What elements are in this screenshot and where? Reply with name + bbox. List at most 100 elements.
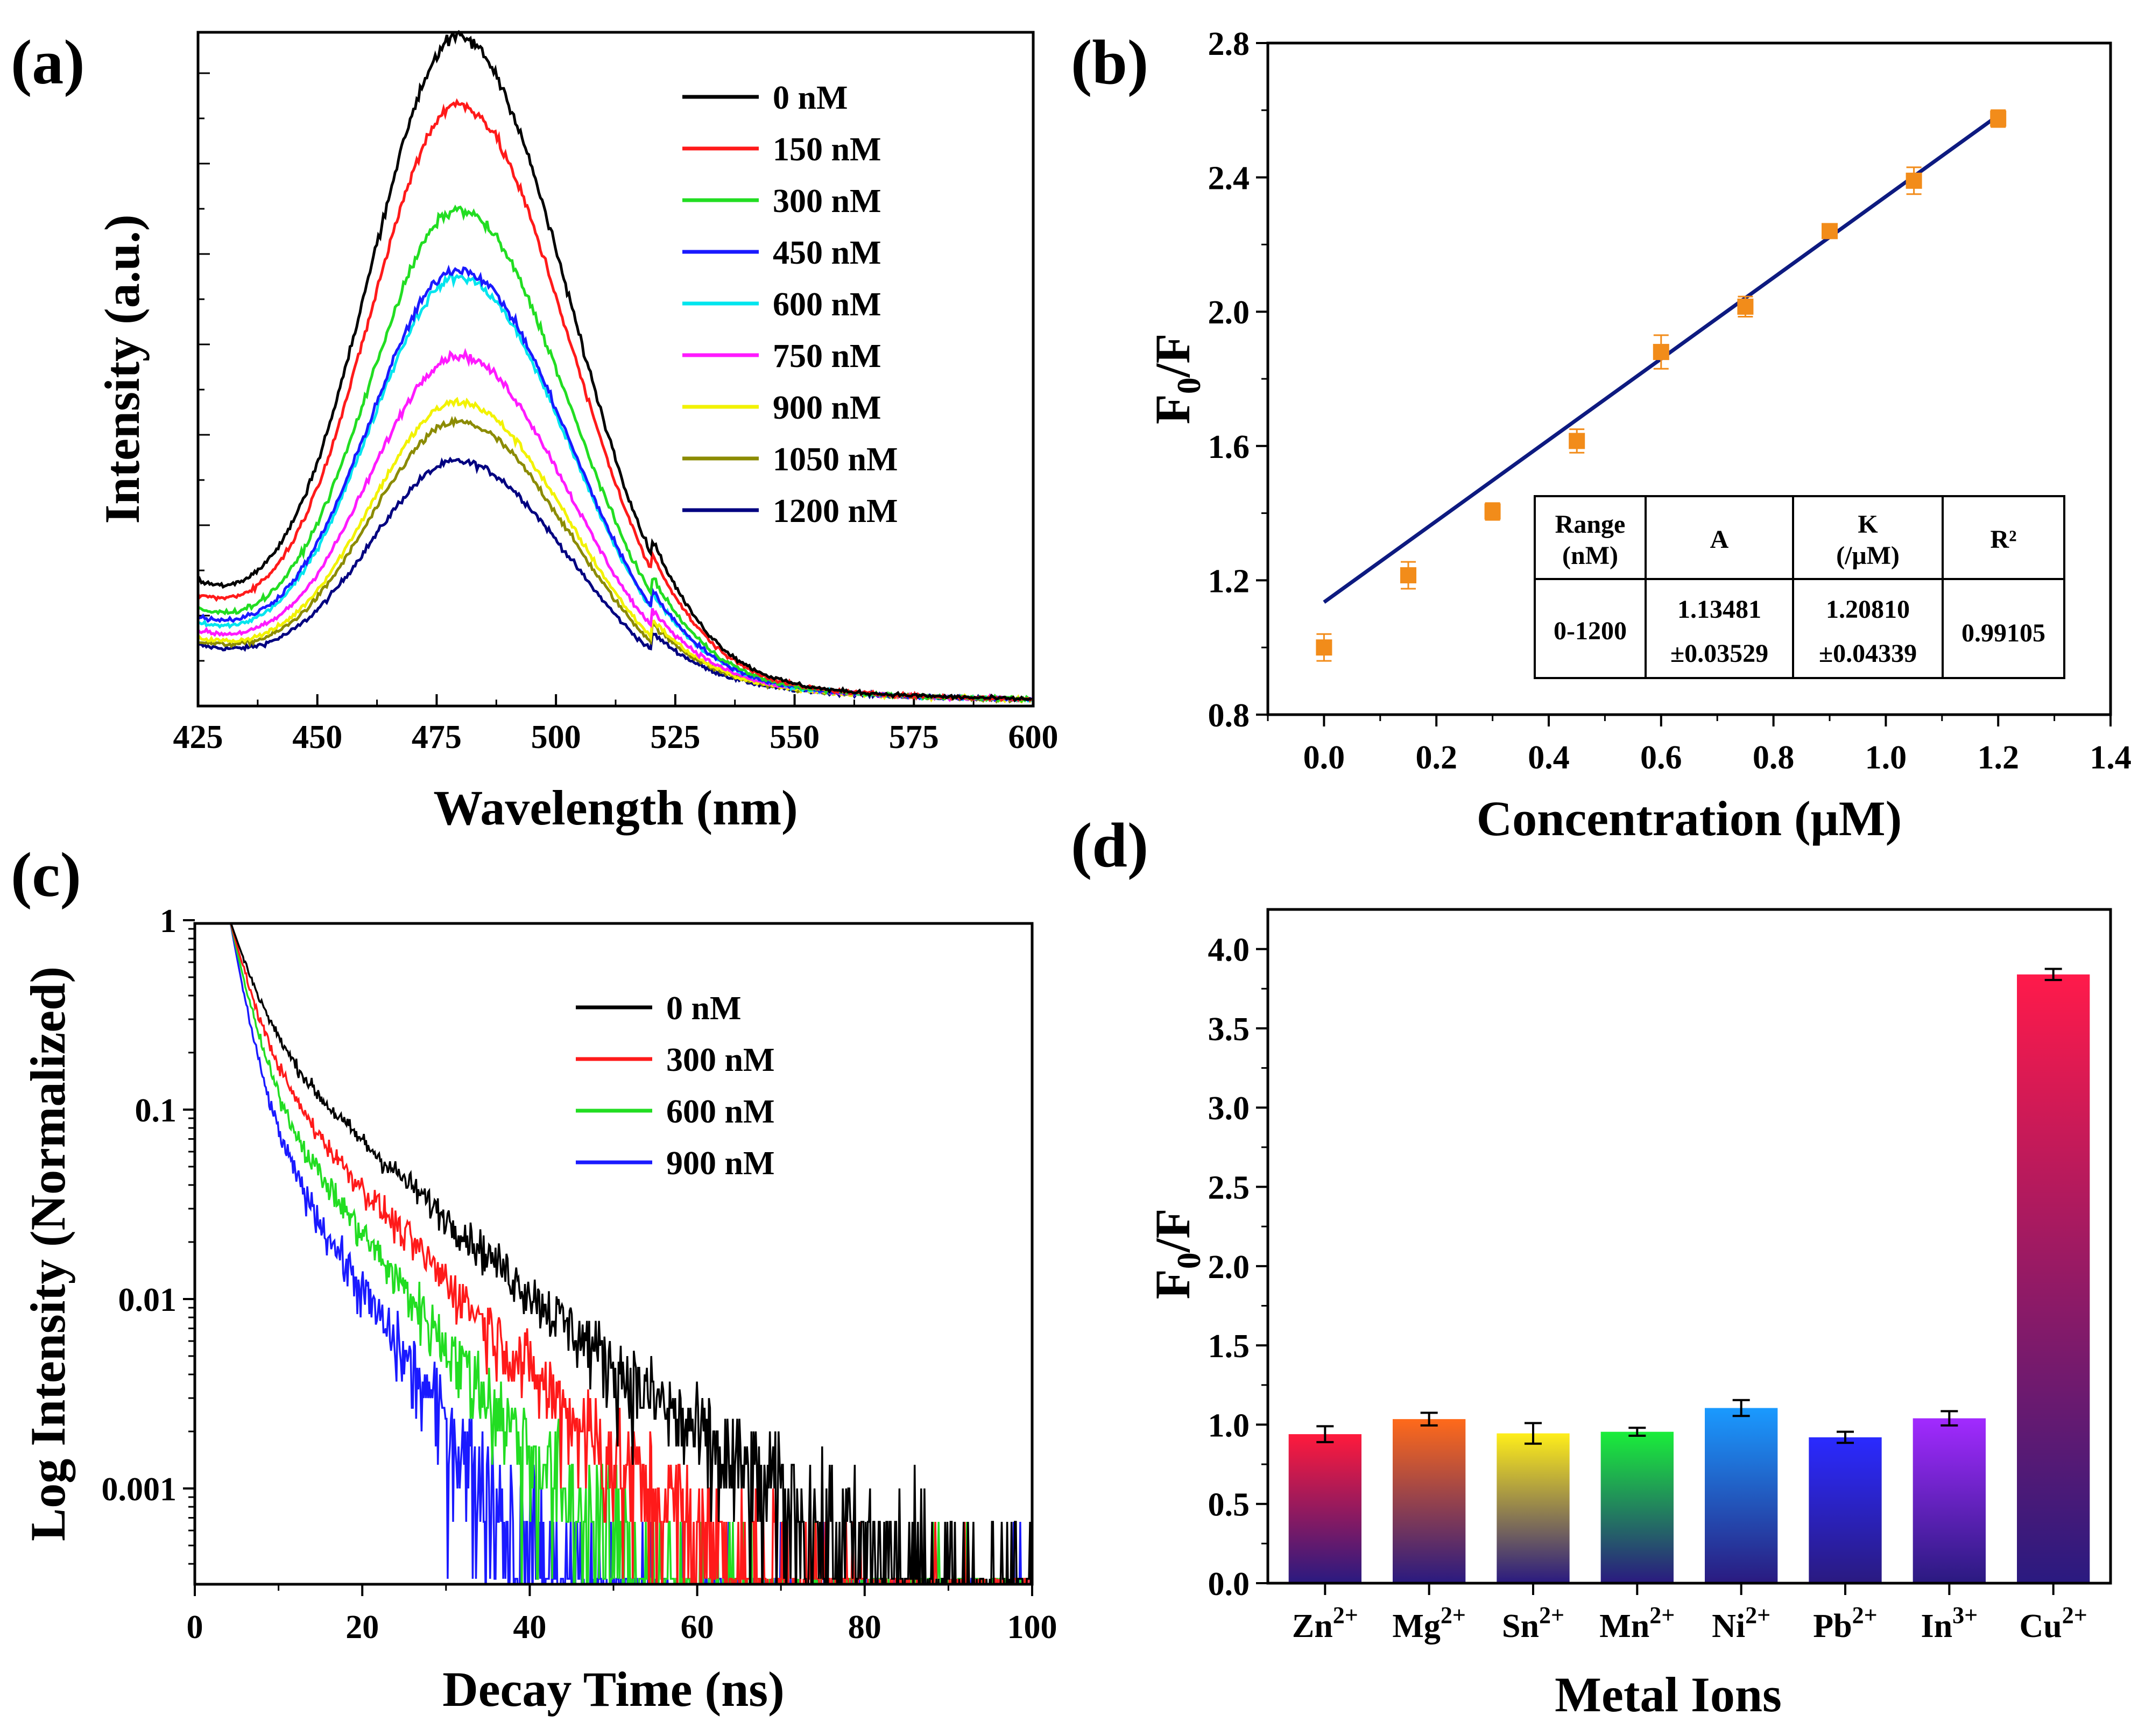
panel-d-y-title-sub: 0 — [1171, 1252, 1208, 1269]
panel-c-legend-label: 300 nM — [666, 1042, 775, 1078]
panel-b-x-tick-label: 1.4 — [2090, 739, 2131, 776]
ion-charge: 2+ — [2062, 1602, 2087, 1628]
panel-d-y-tick-label: 2.5 — [1208, 1170, 1250, 1206]
ion-charge: 2+ — [1539, 1602, 1564, 1628]
panel-b-y-title-sub: 0 — [1171, 377, 1208, 394]
panel-a-series-1200-nm — [197, 456, 1033, 703]
panel-b-data-point — [1737, 298, 1754, 315]
panel-b-data-point — [1990, 110, 2007, 127]
fit-table-k-value: 1.20810 — [1826, 595, 1910, 624]
fit-table-a-error: ±0.03529 — [1670, 639, 1768, 668]
panel-a-series-750-nm — [197, 348, 1032, 703]
panel-b-y-axis-title: F0/F — [1145, 334, 1208, 425]
panel-a-legend-label: 450 nM — [773, 235, 881, 271]
panel-b-y-tick-label: 2.4 — [1208, 160, 1250, 197]
panel-d-y-tick-label: 0.0 — [1208, 1566, 1250, 1603]
panel-d-x-tick-label: Pb2+ — [1813, 1602, 1877, 1645]
fit-table-k-error: ±0.04339 — [1819, 639, 1917, 668]
panel-a-x-tick-label: 425 — [173, 719, 223, 756]
panel-d-x-tick-label: Sn2+ — [1502, 1602, 1564, 1645]
panel-a-y-axis-title: Intensity (a.u.) — [95, 214, 150, 524]
panel-d-x-axis-title: Metal Ions — [1555, 1667, 1782, 1722]
panel-a-x-tick-label: 450 — [292, 719, 342, 756]
panel-b-data-point — [1400, 567, 1416, 584]
panel-a-legend-label: 750 nM — [773, 338, 881, 375]
panel-b-data-point — [1569, 433, 1585, 449]
panel-d-bar — [1393, 1419, 1466, 1583]
panel-a-legend-label: 150 nM — [773, 131, 881, 168]
panel-a-x-axis-title: Wavelength (nm) — [433, 780, 798, 835]
fit-table-header-a: A — [1710, 525, 1729, 554]
panel-label-b: (b) — [1071, 27, 1148, 97]
panel-b-x-tick-label: 0.0 — [1303, 739, 1345, 776]
panel-c-x-tick-label: 80 — [848, 1609, 881, 1646]
panel-label-a: (a) — [11, 27, 85, 97]
fit-table-header-k: K — [1858, 510, 1878, 539]
panel-label-c: (c) — [11, 839, 81, 910]
panel-b-data-point — [1906, 172, 1922, 189]
panel-c-y-axis-title: Log Intensity (Normalized) — [20, 966, 75, 1541]
panel-d-x-tick-label: Mn2+ — [1599, 1602, 1675, 1645]
ion-symbol: Pb — [1813, 1608, 1852, 1645]
ion-charge: 2+ — [1745, 1602, 1770, 1628]
panel-a-x-tick-label: 500 — [531, 719, 581, 756]
panel-c-legend: 0 nM 300 nM 600 nM 900 nM — [576, 990, 775, 1182]
panel-a-legend: 0 nM 150 nM 300 nM 450 nM 600 nM 750 nM 900 nM… — [682, 80, 898, 530]
panel-d-x-tick-label: Ni2+ — [1712, 1602, 1770, 1645]
panel-c-legend-label: 0 nM — [666, 990, 742, 1027]
fit-table-header-k-unit: (/μM) — [1836, 541, 1900, 570]
panel-a-series-0-nm — [196, 30, 1033, 703]
panel-c-legend-label: 900 nM — [666, 1145, 775, 1182]
fit-table-header-range-unit: (nM) — [1562, 541, 1618, 570]
panel-c-plot-frame — [193, 922, 1034, 1586]
panel-c-x-tick-label: 100 — [1007, 1609, 1057, 1646]
panel-b: (b) 0.0 0.2 0.4 0.6 0.8 1.0 1.2 1.4 0.8 1.2 1.6 2.0… — [1071, 26, 2131, 846]
ion-symbol: Mg — [1392, 1608, 1441, 1645]
panel-b-y-title-main: F — [1145, 394, 1200, 424]
ion-charge: 2+ — [1441, 1602, 1466, 1628]
panel-b-data-point — [1316, 639, 1332, 656]
fit-table-header-r2: R² — [1990, 525, 2016, 554]
panel-c-y-tick-label: 0.01 — [118, 1282, 177, 1318]
panel-c-clip — [229, 923, 1032, 1584]
panel-c-series — [229, 923, 1032, 1584]
panel-d-bar — [1288, 1434, 1361, 1583]
panel-d-plot-frame — [1266, 908, 2112, 1585]
panel-b-plot-frame — [1266, 41, 2112, 716]
panel-a-legend-label: 0 nM — [773, 80, 848, 116]
ion-symbol: Mn — [1599, 1608, 1649, 1645]
panel-d-bar — [1600, 1431, 1674, 1583]
panel-d-x-tick-label: In3+ — [1921, 1602, 1978, 1645]
panel-b-x-tick-label: 0.2 — [1415, 739, 1457, 776]
panel-c-x-axis-title: Decay Time (ns) — [442, 1662, 784, 1717]
panel-a-plot-frame — [196, 31, 1035, 708]
fit-table-frame — [1534, 495, 2065, 679]
panel-d-bar — [1705, 1408, 1778, 1583]
panel-b-points — [1316, 109, 2007, 662]
panel-b-y-tick-label: 2.0 — [1208, 294, 1250, 331]
ion-symbol: Zn — [1292, 1608, 1333, 1645]
panel-d-y-tick-label: 3.5 — [1208, 1011, 1250, 1048]
panel-c-series-300-nm — [230, 923, 1032, 1584]
panel-b-y-tick-label: 1.6 — [1208, 429, 1250, 465]
panel-c-y-tick-label: 1 — [160, 903, 177, 940]
ion-charge: 3+ — [1952, 1602, 1978, 1628]
panel-d-y-title-tail: /F — [1145, 1209, 1200, 1253]
panel-a-series-600-nm — [197, 273, 1032, 703]
panel-b-x-tick-label: 0.6 — [1640, 739, 1682, 776]
panel-b-ticks: 0.0 0.2 0.4 0.6 0.8 1.0 1.2 1.4 0.8 1.2 1.6 2.0 2.4 2… — [1208, 26, 2131, 776]
panel-c-legend-label: 600 nM — [666, 1093, 775, 1130]
panel-a-x-tick-label: 550 — [770, 719, 820, 756]
panel-a-series — [196, 30, 1033, 704]
ion-symbol: Cu — [2019, 1608, 2062, 1645]
panel-c-y-tick-label: 0.1 — [135, 1092, 177, 1129]
panel-a-legend-label: 900 nM — [773, 390, 881, 426]
panel-c-x-tick-label: 0 — [187, 1609, 203, 1646]
panel-c-x-tick-label: 60 — [681, 1609, 714, 1646]
panel-c-series-0-nm — [230, 923, 1032, 1584]
panel-d-bar — [1497, 1433, 1570, 1583]
panel-b-fit-table: Range (nM) A K (/μM) R² 0-1200 1.13481 ±… — [1534, 495, 2065, 679]
ion-charge: 2+ — [1852, 1602, 1878, 1628]
